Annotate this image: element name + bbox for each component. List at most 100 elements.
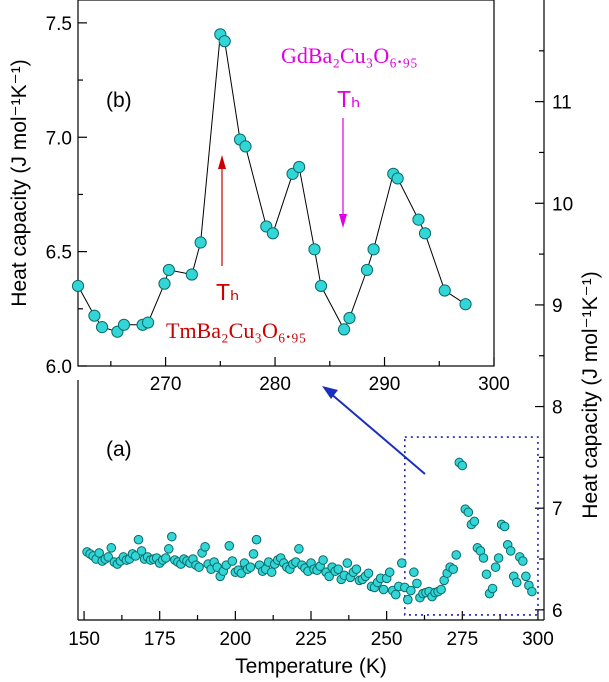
main-data-point	[224, 541, 235, 551]
main-y-tick-label: 11	[552, 93, 572, 114]
panel-a-label: (a)	[106, 438, 132, 461]
zoom-selection-box	[404, 436, 539, 616]
main-data-point	[318, 555, 328, 565]
main-y-tick-label: 7	[552, 499, 563, 520]
main-data-point	[342, 558, 353, 568]
tm-th-arrow-head-icon	[218, 155, 226, 169]
main-data-point	[457, 460, 468, 471]
inset-data-point	[158, 277, 171, 290]
main-x-tick-label: 175	[144, 629, 176, 650]
main-y-tick-label: 10	[552, 194, 573, 215]
main-data-point	[518, 556, 528, 566]
main-data-point	[406, 585, 416, 596]
inset-y-tick-label: 6.5	[46, 243, 72, 264]
inset-data-point	[194, 236, 207, 249]
main-data-point	[527, 586, 537, 597]
inset-data-point	[88, 309, 101, 322]
main-data-point	[103, 552, 114, 562]
inset-scatter-points	[71, 28, 472, 338]
zoom-arrow	[322, 386, 426, 475]
inset-x-tick-label: 280	[259, 374, 291, 395]
main-data-point	[194, 562, 204, 572]
main-data-point	[106, 543, 117, 553]
y-axis-title-left: Heat capacity (J mol⁻¹K⁻¹)	[8, 59, 31, 306]
gd-compound-label: GdBa₂Cu₃O₆.₉₅	[281, 43, 418, 68]
main-data-point	[136, 546, 147, 556]
inset-data-point	[95, 321, 109, 334]
inset-data-point	[412, 213, 425, 226]
inset-plot-frame	[77, 0, 495, 367]
main-x-tick-label: 225	[295, 629, 327, 650]
main-y-ticks: 6 7 8 9 10 11	[535, 50, 573, 622]
inset-x-ticks: 270 280 290 300	[110, 357, 510, 395]
main-data-point	[469, 516, 480, 527]
main-data-point	[412, 578, 422, 589]
zoom-arrow-shaft	[329, 392, 426, 475]
inset-data-point	[266, 227, 279, 240]
main-data-point	[200, 542, 210, 552]
inset-y-tick-label: 7.0	[46, 128, 72, 149]
main-data-point	[163, 544, 174, 554]
inset-data-point	[391, 172, 404, 185]
main-data-point	[390, 589, 401, 600]
main-data-point	[94, 548, 104, 558]
y-axis-title-right: Heat capacity (J mol⁻¹K⁻¹)	[579, 271, 602, 518]
inset-data-point	[343, 311, 356, 325]
inset-data-point	[314, 279, 328, 293]
main-data-point	[251, 534, 262, 545]
main-data-point	[511, 577, 522, 588]
main-data-point	[448, 564, 459, 574]
main-data-point	[396, 558, 407, 568]
main-data-point	[478, 553, 489, 563]
inset-data-point	[185, 268, 198, 281]
main-data-point	[324, 571, 334, 582]
main-data-point	[333, 564, 344, 574]
main-scatter-points	[82, 457, 537, 605]
inset-x-tick-label: 300	[478, 374, 510, 395]
inset-data-point	[293, 160, 306, 174]
inset-y-tick-label: 7.5	[46, 14, 72, 35]
main-data-point	[160, 553, 171, 563]
main-x-ticks: 150 175 200 225 250 275 300	[68, 611, 554, 650]
main-data-point	[351, 564, 362, 574]
inset-x-tick-label: 290	[369, 374, 401, 395]
main-data-point	[499, 521, 510, 532]
main-data-point	[378, 584, 389, 595]
main-data-point	[481, 569, 492, 580]
inset-data-point	[418, 227, 432, 240]
tm-compound-label: TmBa₂Cu₃O₆.₉₅	[166, 318, 306, 343]
main-data-point	[463, 507, 474, 518]
inset-y-ticks: 6.0 6.5 7.0 7.5	[46, 14, 87, 378]
inset-data-point	[71, 279, 85, 293]
main-x-tick-label: 275	[446, 629, 478, 650]
inset-data-point	[239, 140, 252, 153]
main-x-tick-label: 200	[219, 629, 251, 650]
main-data-point	[493, 553, 504, 563]
panel-b-label: (b)	[106, 89, 132, 112]
main-data-point	[436, 584, 446, 595]
tm-th-label: Tₕ	[216, 279, 239, 305]
main-data-point	[409, 567, 419, 578]
inset-data-point	[459, 298, 472, 311]
main-data-point	[266, 567, 277, 578]
main-data-point	[384, 567, 395, 578]
main-y-tick-label: 8	[552, 398, 563, 419]
main-data-point	[248, 549, 259, 559]
inset-data-point	[360, 263, 374, 277]
main-data-point	[227, 556, 238, 566]
inset-data-point	[367, 243, 380, 256]
main-data-point	[451, 550, 462, 560]
main-x-tick-label: 250	[371, 629, 403, 650]
x-axis-title: Temperature (K)	[235, 655, 387, 678]
main-data-point	[403, 594, 413, 605]
inset-data-point	[218, 35, 231, 48]
main-data-point	[133, 534, 144, 545]
tm-th-arrow	[218, 155, 226, 266]
main-data-point	[521, 571, 531, 582]
main-data-point	[487, 583, 498, 594]
inset-data-point	[162, 263, 175, 277]
main-data-point	[490, 562, 501, 572]
gd-th-label: Tₕ	[337, 86, 360, 112]
main-y-tick-label: 6	[552, 601, 563, 622]
